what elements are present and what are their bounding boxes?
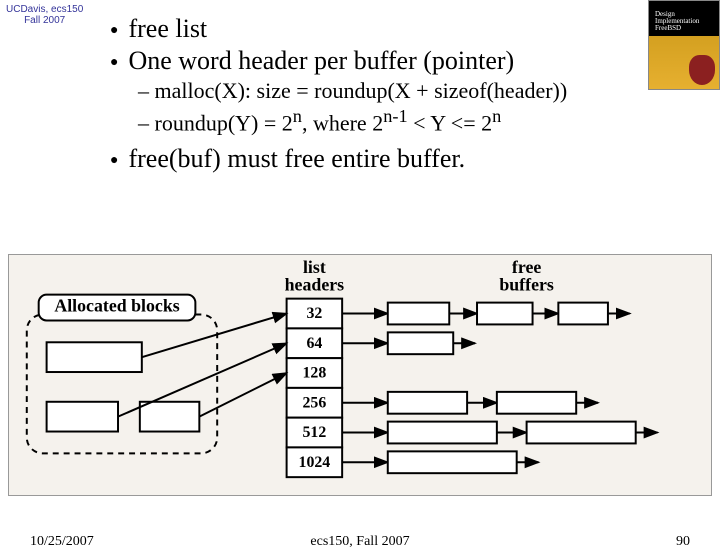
book-cover-graphic: DesignImplementationFreeBSD bbox=[648, 0, 720, 90]
svg-text:512: 512 bbox=[302, 424, 326, 441]
svg-text:buffers: buffers bbox=[499, 275, 554, 295]
bullet-list: free list One word header per buffer (po… bbox=[110, 14, 640, 176]
sub-bullet-malloc: malloc(X): size = roundup(X + sizeof(hea… bbox=[138, 78, 640, 104]
svg-text:64: 64 bbox=[306, 335, 322, 352]
svg-text:128: 128 bbox=[302, 365, 326, 382]
diagram-svg: listheadersfreebuffersAllocated blocks32… bbox=[9, 255, 711, 495]
svg-text:1024: 1024 bbox=[299, 454, 331, 471]
course-header: UCDavis, ecs150 Fall 2007 bbox=[6, 4, 83, 26]
course-line1: UCDavis, ecs150 bbox=[6, 4, 83, 15]
course-line2: Fall 2007 bbox=[24, 15, 65, 26]
memory-diagram: listheadersfreebuffersAllocated blocks32… bbox=[8, 254, 712, 496]
svg-text:Allocated blocks: Allocated blocks bbox=[54, 296, 179, 316]
bullet-header-per-buffer: One word header per buffer (pointer) bbox=[110, 46, 640, 76]
book-title-fragment: DesignImplementationFreeBSD bbox=[655, 11, 699, 32]
footer-page: 90 bbox=[676, 534, 690, 550]
sub-bullet-roundup: roundup(Y) = 2n, where 2n-1 < Y <= 2n bbox=[138, 106, 640, 136]
svg-text:headers: headers bbox=[285, 275, 345, 295]
footer-course: ecs150, Fall 2007 bbox=[0, 534, 720, 550]
bullet-free-buf: free(buf) must free entire buffer. bbox=[110, 144, 640, 174]
book-mascot bbox=[689, 55, 715, 85]
svg-text:256: 256 bbox=[302, 394, 326, 411]
bullet-free-list: free list bbox=[110, 14, 640, 44]
svg-text:32: 32 bbox=[306, 305, 322, 322]
